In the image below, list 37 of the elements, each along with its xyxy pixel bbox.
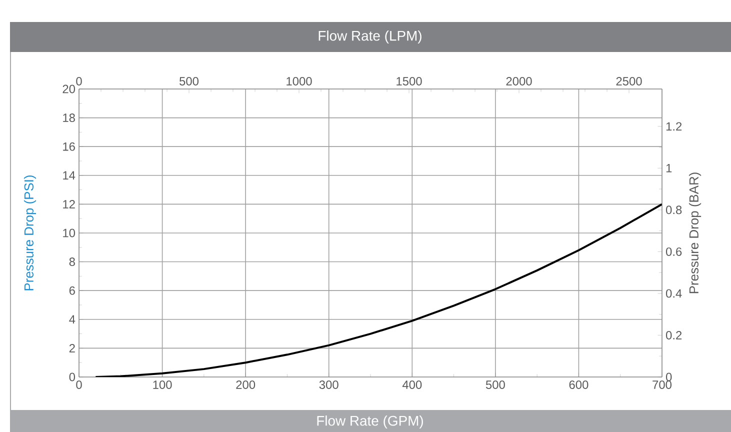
x-tick-label: 500 <box>486 380 505 389</box>
x2-tick-label: 0 <box>76 76 82 86</box>
x2-axis-title: Flow Rate (LPM) <box>318 30 422 44</box>
x2-tick-label: 1000 <box>286 76 312 86</box>
y2-tick-label: 1.2 <box>666 122 682 130</box>
y-tick-label: 2 <box>69 344 75 352</box>
y-tick-label: 16 <box>63 142 75 151</box>
x-tick-label: 100 <box>153 380 172 389</box>
y2-tick-label: 0.6 <box>666 247 682 256</box>
y-tick-label: 0 <box>69 372 76 381</box>
x-tick-label: 0 <box>76 380 82 389</box>
y-tick-label: 6 <box>69 286 75 295</box>
x-tick-label: 600 <box>569 380 588 389</box>
line-series <box>94 202 662 377</box>
y2-tick-label: 1 <box>666 164 672 172</box>
x-tick-label: 300 <box>319 380 338 389</box>
x-tick-label: 400 <box>402 380 422 389</box>
y2-tick-label: 0.8 <box>666 205 682 214</box>
x-axis-title: Flow Rate (GPM) <box>317 415 423 428</box>
y-tick-label: 10 <box>63 228 76 237</box>
x-tick-label: 700 <box>652 380 672 389</box>
y2-tick-label: 0.2 <box>666 330 682 340</box>
y-tick-label: 12 <box>63 200 75 208</box>
y2-tick-label: 0 <box>666 372 672 381</box>
x-tick-label: 200 <box>236 380 256 389</box>
x2-tick-label: 500 <box>180 76 199 86</box>
y-axis-title: Pressure Drop (PSI) <box>24 175 36 290</box>
x2-tick-label: 1500 <box>396 76 422 86</box>
y-tick-label: 4 <box>69 315 76 324</box>
y2-tick-label: 0.4 <box>666 288 682 298</box>
y2-axis-title: Pressure Drop (BAR) <box>688 172 702 293</box>
y-tick-label: 8 <box>69 257 75 266</box>
x2-tick-label: 2000 <box>506 76 532 86</box>
x2-tick-label: 2500 <box>616 76 642 86</box>
y-tick-label: 20 <box>62 84 76 93</box>
y-tick-label: 14 <box>63 171 76 180</box>
y-tick-label: 18 <box>63 113 75 122</box>
